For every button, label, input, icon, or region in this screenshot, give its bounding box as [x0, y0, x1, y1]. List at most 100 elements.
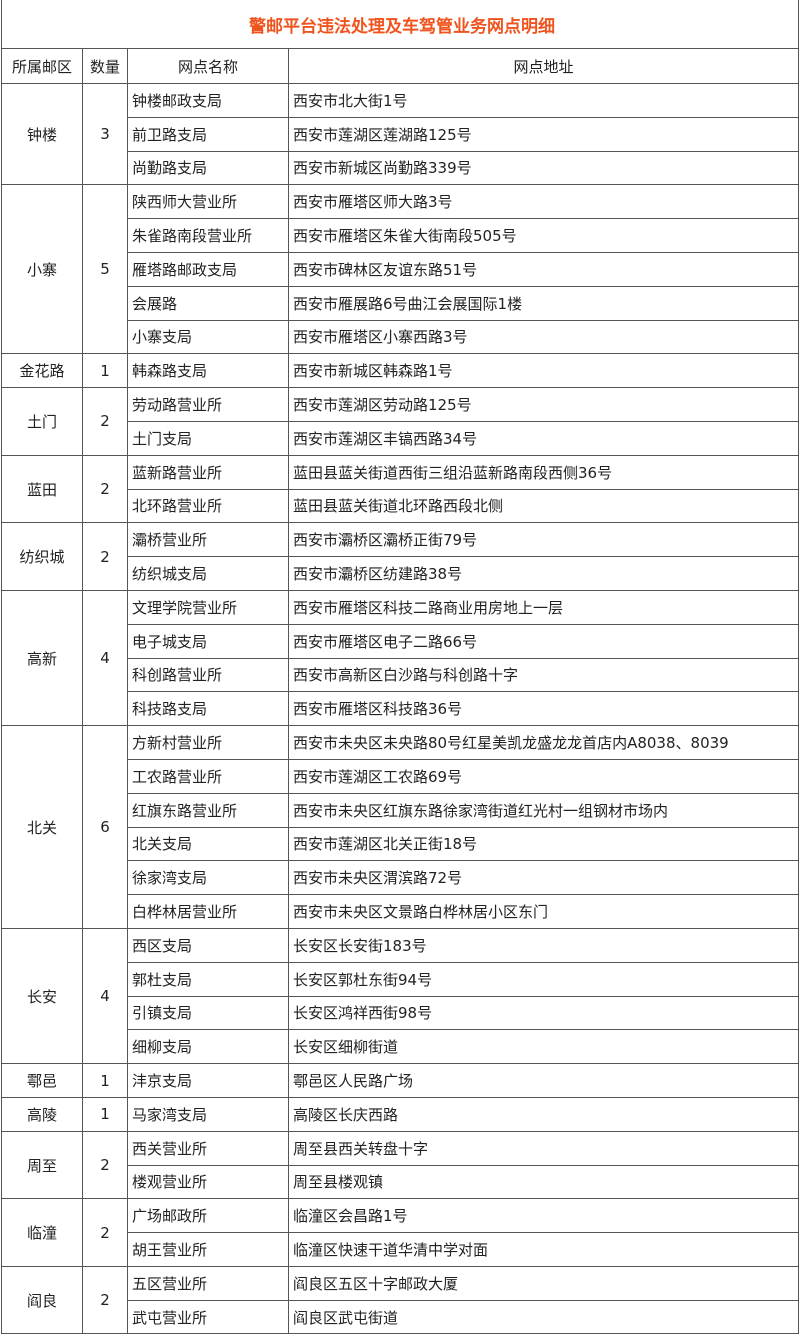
- outlet-address: 西安市雁塔区电子二路66号: [288, 623, 799, 659]
- title-row: 警邮平台违法处理及车驾管业务网点明细: [1, 0, 799, 49]
- outlet-name: 西关营业所: [127, 1130, 289, 1166]
- outlet-count: 2: [82, 1198, 128, 1267]
- outlet-count: 2: [82, 1130, 128, 1200]
- district-name: 周至: [1, 1130, 83, 1200]
- outlet-name: 西区支局: [127, 927, 289, 963]
- district-name: 钟楼: [1, 82, 83, 186]
- outlet-name: 电子城支局: [127, 623, 289, 659]
- outlet-count: 5: [82, 184, 128, 355]
- outlet-address: 长安区长安街183号: [288, 927, 799, 963]
- outlet-address: 西安市新城区韩森路1号: [288, 353, 799, 389]
- outlet-address: 西安市灞桥区纺建路38号: [288, 556, 799, 591]
- outlet-count: 2: [82, 522, 128, 591]
- outlet-name: 武屯营业所: [127, 1299, 289, 1335]
- outlet-name: 徐家湾支局: [127, 860, 289, 896]
- district-name: 高陵: [1, 1096, 83, 1132]
- outlet-address: 西安市雁塔区小寨西路3号: [288, 319, 799, 355]
- table-row: 周至 2 西关营业所 周至县西关转盘十字: [1, 1130, 799, 1200]
- outlet-name: 科创路营业所: [127, 657, 289, 693]
- outlet-count: 2: [82, 454, 128, 524]
- outlet-count: 2: [82, 1265, 128, 1335]
- table-row: 纺织城 2 灞桥营业所 西安市灞桥区灞桥正街79号: [1, 522, 799, 591]
- table-row: 北关 6 方新村营业所 西安市未央区未央路80号红星美凯龙盛龙龙首店内A8038、80…: [1, 725, 799, 929]
- outlet-name: 马家湾支局: [127, 1096, 289, 1132]
- table-row: 高陵 1 马家湾支局 高陵区长庆西路: [1, 1096, 799, 1132]
- outlet-name: 工农路营业所: [127, 758, 289, 794]
- outlet-name: 劳动路营业所: [127, 387, 289, 422]
- outlet-count: 1: [82, 1063, 128, 1098]
- table-row: 科创路营业所 西安市高新区白沙路与科创路十字: [2, 657, 799, 693]
- outlet-address: 西安市未央区红旗东路徐家湾街道红光村一组钢材市场内: [288, 792, 799, 828]
- district-name: 金花路: [1, 353, 83, 389]
- district-name: 小寨: [1, 184, 83, 355]
- outlet-name: 引镇支局: [127, 995, 289, 1031]
- outlet-name: 钟楼邮政支局: [127, 83, 289, 118]
- table-row: 徐家湾支局 西安市未央区渭滨路72号: [2, 860, 799, 896]
- outlet-address: 鄠邑区人民路广场: [288, 1063, 799, 1098]
- table-row: 阎良 2 五区营业所 阎良区五区十字邮政大厦: [1, 1265, 799, 1335]
- outlet-address: 西安市雁塔区师大路3号: [288, 184, 799, 220]
- table-row: 北关支局 西安市莲湖区北关正街18号: [2, 826, 799, 862]
- table-row: 工农路营业所 西安市莲湖区工农路69号: [2, 758, 799, 794]
- table-row: 红旗东路营业所 西安市未央区红旗东路徐家湾街道红光村一组钢材市场内: [2, 792, 799, 828]
- table-row: 小寨支局 西安市雁塔区小寨西路3号: [2, 319, 799, 355]
- outlet-address: 西安市雁展路6号曲江会展国际1楼: [288, 285, 799, 321]
- outlet-name: 科技路支局: [127, 691, 289, 727]
- table-row: 北环路营业所 蓝田县蓝关街道北环路西段北侧: [2, 488, 799, 524]
- outlet-name: 方新村营业所: [127, 725, 289, 760]
- outlet-address: 长安区细柳街道: [288, 1029, 799, 1065]
- table-row: 鄠邑 1 沣京支局 鄠邑区人民路广场: [1, 1063, 799, 1098]
- outlet-name: 红旗东路营业所: [127, 792, 289, 828]
- outlet-address: 西安市未央区渭滨路72号: [288, 860, 799, 896]
- outlet-name: 郭杜支局: [127, 961, 289, 997]
- table-row: 前卫路支局 西安市莲湖区莲湖路125号: [2, 116, 799, 152]
- outlet-address: 西安市雁塔区朱雀大街南段505号: [288, 218, 799, 253]
- outlet-address: 临潼区会昌路1号: [288, 1198, 799, 1234]
- table-row: 钟楼 3 钟楼邮政支局 西安市北大街1号: [1, 82, 799, 186]
- table-row: 细柳支局 长安区细柳街道: [2, 1029, 799, 1065]
- table-row: 长安 4 西区支局 长安区长安街183号: [1, 927, 799, 1065]
- outlet-count: 4: [82, 927, 128, 1065]
- table-row: 武屯营业所 阎良区武屯街道: [2, 1299, 799, 1335]
- outlet-count: 2: [82, 387, 128, 456]
- outlet-address: 西安市雁塔区科技二路商业用房地上一层: [288, 589, 799, 625]
- table-row: 白桦林居营业所 西安市未央区文景路白桦林居小区东门: [2, 894, 799, 929]
- outlet-name: 韩森路支局: [127, 353, 289, 389]
- district-name: 长安: [1, 927, 83, 1065]
- outlet-name: 雁塔路邮政支局: [127, 251, 289, 287]
- outlet-name: 北关支局: [127, 826, 289, 862]
- outlet-address: 西安市莲湖区工农路69号: [288, 758, 799, 794]
- outlet-address: 阎良区五区十字邮政大厦: [288, 1265, 799, 1301]
- district-name: 鄠邑: [1, 1063, 83, 1098]
- outlet-address: 西安市高新区白沙路与科创路十字: [288, 657, 799, 693]
- outlet-address: 阎良区武屯街道: [288, 1299, 799, 1335]
- outlet-name: 白桦林居营业所: [127, 894, 289, 929]
- district-name: 阎良: [1, 1265, 83, 1335]
- table-row: 蓝田 2 蓝新路营业所 蓝田县蓝关街道西街三组沿蓝新路南段西侧36号: [1, 454, 799, 524]
- outlet-name: 陕西师大营业所: [127, 184, 289, 220]
- outlet-name: 小寨支局: [127, 319, 289, 355]
- table-row: 土门支局 西安市莲湖区丰镐西路34号: [2, 420, 799, 456]
- table-row: 土门 2 劳动路营业所 西安市莲湖区劳动路125号: [1, 387, 799, 456]
- outlet-name: 灞桥营业所: [127, 522, 289, 558]
- outlet-name: 五区营业所: [127, 1265, 289, 1301]
- table-row: 金花路 1 韩森路支局 西安市新城区韩森路1号: [1, 353, 799, 389]
- outlet-address: 长安区鸿祥西街98号: [288, 995, 799, 1031]
- table-row: 科技路支局 西安市雁塔区科技路36号: [2, 691, 799, 727]
- outlet-address: 蓝田县蓝关街道西街三组沿蓝新路南段西侧36号: [288, 454, 799, 490]
- outlet-name: 尚勤路支局: [127, 150, 289, 186]
- header-row: 所属邮区 数量 网点名称 网点地址: [1, 48, 799, 84]
- outlet-address: 西安市雁塔区科技路36号: [288, 691, 799, 727]
- outlet-name: 前卫路支局: [127, 116, 289, 152]
- outlet-address: 西安市莲湖区丰镐西路34号: [288, 420, 799, 456]
- district-name: 临潼: [1, 1198, 83, 1267]
- outlet-count: 4: [82, 589, 128, 727]
- outlet-count: 3: [82, 82, 128, 186]
- outlet-name: 细柳支局: [127, 1029, 289, 1065]
- district-name: 土门: [1, 387, 83, 456]
- outlet-name: 会展路: [127, 285, 289, 321]
- header-address: 网点地址: [288, 48, 799, 84]
- outlet-name: 朱雀路南段营业所: [127, 218, 289, 253]
- outlet-address: 周至县西关转盘十字: [288, 1130, 799, 1166]
